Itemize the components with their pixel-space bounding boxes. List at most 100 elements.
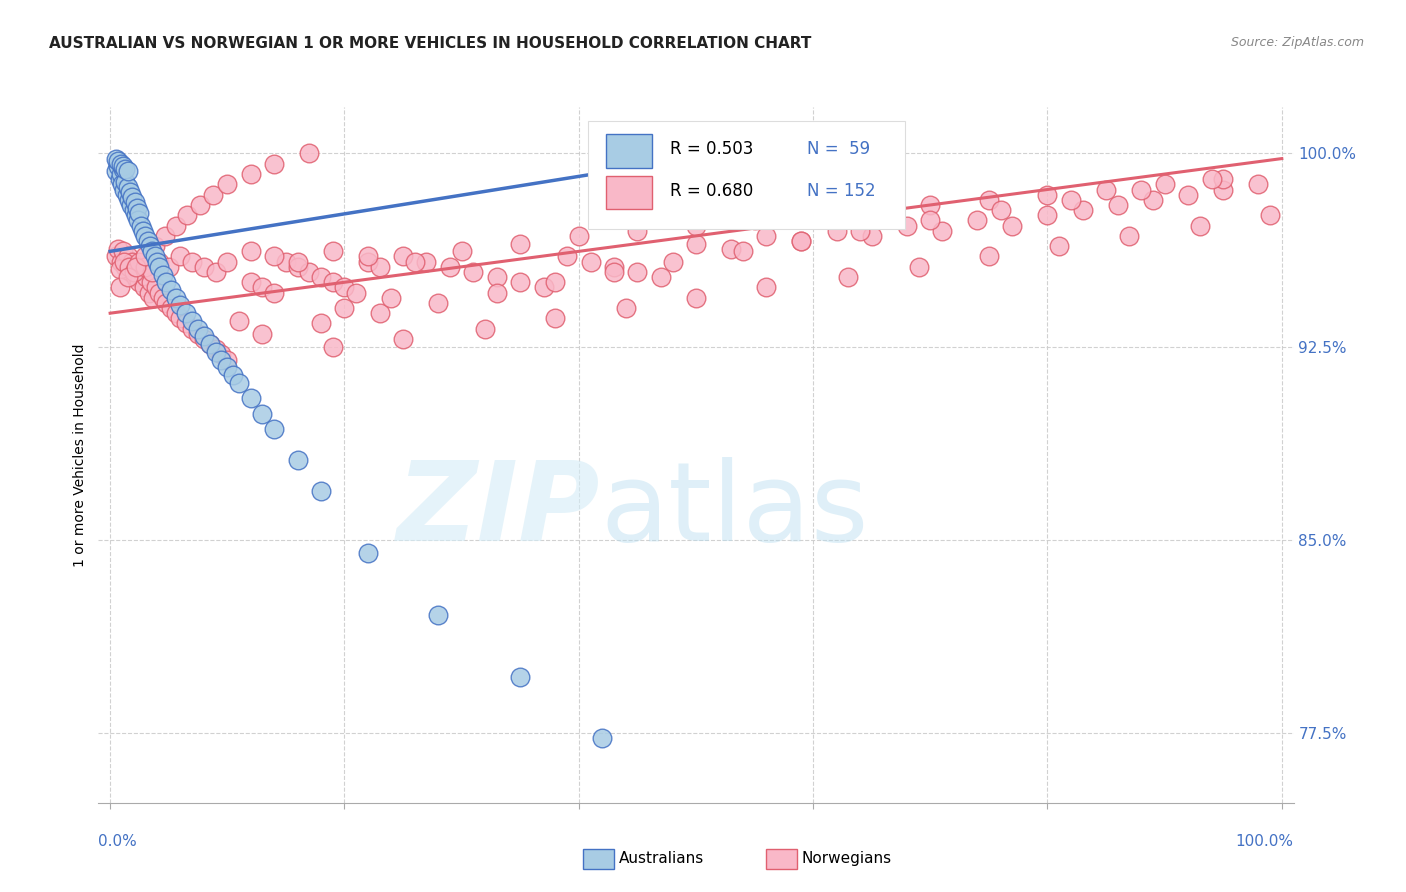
Point [1177, 187, 1199, 202]
Point [626, 224, 648, 238]
Point [217, 178, 239, 192]
Point [148, 260, 170, 274]
Point [145, 280, 167, 294]
Point [849, 224, 872, 238]
Point [252, 326, 274, 341]
Point [152, 291, 174, 305]
Point [155, 275, 177, 289]
Text: AUSTRALIAN VS NORWEGIAN 1 OR MORE VEHICLES IN HOUSEHOLD CORRELATION CHART: AUSTRALIAN VS NORWEGIAN 1 OR MORE VEHICL… [49, 36, 811, 51]
Point [165, 219, 187, 233]
Point [193, 260, 215, 274]
Point [579, 254, 602, 268]
Point [120, 265, 141, 279]
Point [801, 208, 824, 222]
Point [157, 260, 180, 274]
Point [169, 298, 191, 312]
Point [287, 260, 309, 274]
Point [204, 265, 226, 279]
Point [141, 275, 163, 289]
Point [124, 270, 146, 285]
Point [263, 250, 285, 264]
Point [860, 228, 883, 243]
Point [392, 250, 415, 264]
Point [174, 306, 197, 320]
Point [920, 198, 942, 212]
Point [1118, 228, 1140, 243]
Point [108, 280, 131, 294]
Text: R = 0.680: R = 0.680 [669, 182, 754, 200]
Point [187, 321, 209, 335]
Point [155, 296, 177, 310]
Point [614, 301, 637, 315]
Point [114, 175, 136, 189]
Point [931, 224, 953, 238]
Point [128, 254, 150, 268]
Point [115, 187, 138, 202]
Point [193, 332, 215, 346]
Point [1188, 219, 1211, 233]
Point [509, 275, 531, 289]
Point [217, 360, 239, 375]
Point [1047, 239, 1070, 253]
Point [181, 254, 204, 268]
Point [744, 213, 766, 227]
Point [128, 275, 150, 289]
Point [450, 244, 472, 259]
Point [198, 337, 221, 351]
Point [239, 275, 262, 289]
Point [685, 291, 707, 305]
Point [107, 242, 129, 256]
Point [134, 260, 156, 274]
Point [148, 285, 170, 300]
Point [217, 254, 239, 268]
Point [114, 260, 136, 274]
Point [125, 260, 148, 274]
Point [591, 731, 613, 746]
Point [333, 301, 356, 315]
Point [544, 311, 567, 326]
Point [111, 178, 134, 192]
Point [309, 270, 332, 285]
Point [188, 198, 212, 212]
Point [155, 228, 177, 243]
Point [509, 236, 531, 251]
Point [127, 213, 149, 227]
Point [720, 242, 742, 256]
Point [357, 254, 380, 268]
Point [112, 254, 135, 268]
Point [626, 265, 648, 279]
FancyBboxPatch shape [606, 176, 652, 210]
Point [474, 321, 496, 335]
Point [121, 190, 143, 204]
Point [141, 265, 163, 279]
Point [134, 250, 156, 264]
Point [287, 453, 309, 467]
Point [404, 254, 426, 268]
Point [165, 306, 187, 320]
Point [211, 352, 233, 367]
Point [148, 254, 170, 268]
Point [222, 368, 245, 382]
Point [1212, 182, 1234, 196]
Point [107, 154, 129, 169]
Point [136, 234, 159, 248]
Point [920, 213, 942, 227]
Point [139, 239, 162, 253]
Point [357, 546, 380, 560]
Point [685, 219, 707, 233]
Point [114, 161, 136, 176]
Point [990, 203, 1012, 218]
Point [138, 285, 160, 300]
Point [755, 228, 778, 243]
Point [544, 275, 567, 289]
Point [160, 283, 183, 297]
Point [142, 291, 165, 305]
Point [825, 224, 848, 238]
Point [966, 213, 988, 227]
Point [110, 167, 132, 181]
Text: Australians: Australians [619, 851, 704, 865]
Point [165, 291, 187, 305]
Point [125, 208, 148, 222]
Point [122, 265, 145, 279]
Point [731, 244, 754, 259]
